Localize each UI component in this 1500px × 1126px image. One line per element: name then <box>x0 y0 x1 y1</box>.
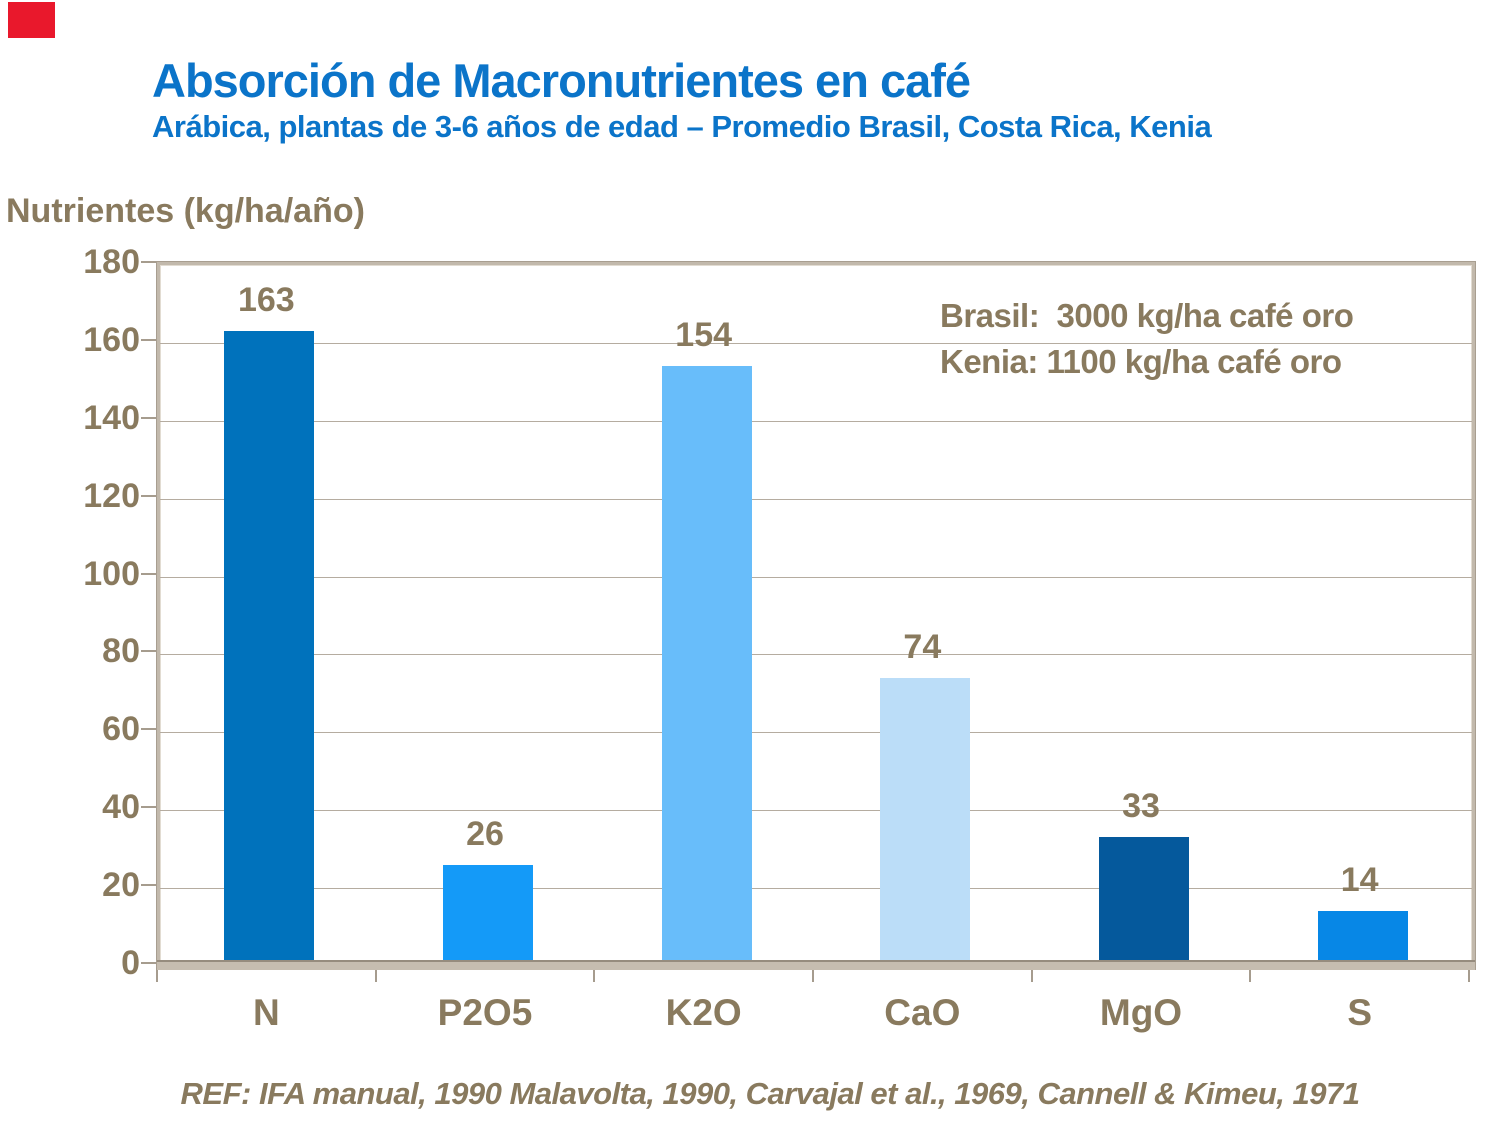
y-tick-120 <box>141 494 156 497</box>
bar-S <box>1317 911 1408 966</box>
gridline-120 <box>160 498 1472 500</box>
y-tick-80 <box>141 650 156 653</box>
category-label-P2O5: P2O5 <box>437 992 533 1033</box>
y-tick-label-120: 120 <box>83 476 140 515</box>
bar-MgO <box>1099 837 1189 966</box>
title-block: Absorción de Macronutrientes en café Ará… <box>152 54 1212 147</box>
y-tick-label-140: 140 <box>83 398 140 437</box>
category-label-S: S <box>1347 992 1372 1033</box>
y-tick-160 <box>141 338 156 341</box>
category-label-K2O: K2O <box>665 992 742 1033</box>
x-tick-4 <box>1030 967 1033 982</box>
y-tick-label-60: 60 <box>102 710 140 749</box>
bar-K2O <box>661 366 752 966</box>
y-tick-label-80: 80 <box>102 632 140 671</box>
gridline-160 <box>160 342 1472 344</box>
plot-area <box>157 262 1475 970</box>
x-tick-1 <box>374 967 377 982</box>
y-tick-label-180: 180 <box>83 243 140 281</box>
y-tick-label-100: 100 <box>83 554 140 593</box>
bar-CaO <box>880 677 971 966</box>
value-label-N: 163 <box>237 281 295 320</box>
annotation-line-brasil: Brasil: 3000 kg/ha café oro <box>940 297 1354 334</box>
value-label-K2O: 154 <box>675 316 733 355</box>
annotation-line-kenia: Kenia: 1100 kg/ha café oro <box>940 343 1342 380</box>
x-tick-0 <box>156 967 158 982</box>
gridline-20 <box>160 888 1472 890</box>
value-label-S: 14 <box>1340 861 1379 900</box>
y-tick-180 <box>141 261 156 263</box>
y-tick-140 <box>141 416 156 419</box>
value-label-P2O5: 26 <box>466 814 504 853</box>
x-tick-5 <box>1249 967 1252 982</box>
y-tick-40 <box>141 806 156 809</box>
gridline-60 <box>160 732 1472 734</box>
page-subtitle: Arábica, plantas de 3-6 años de edad – P… <box>152 109 1212 144</box>
bar-P2O5 <box>443 864 533 966</box>
y-tick-20 <box>141 884 156 887</box>
y-tick-0 <box>141 962 156 964</box>
y-tick-label-40: 40 <box>102 788 140 827</box>
y-axis-title: Nutrientes (kg/ha/año) <box>6 192 365 230</box>
x-axis-baseline <box>157 960 1475 970</box>
y-tick-label-20: 20 <box>102 866 140 905</box>
category-label-CaO: CaO <box>884 992 961 1033</box>
gridline-100 <box>160 576 1472 578</box>
reference-text: REF: IFA manual, 1990 Malavolta, 1990, C… <box>180 1076 1360 1111</box>
red-logo-mark <box>8 2 55 38</box>
category-label-N: N <box>252 992 280 1033</box>
gridline-40 <box>160 810 1472 812</box>
value-label-CaO: 74 <box>903 627 942 666</box>
x-tick-3 <box>812 967 814 982</box>
category-label-MgO: MgO <box>1099 992 1183 1033</box>
gridline-80 <box>160 654 1472 656</box>
page-title: Absorción de Macronutrientes en café <box>152 54 971 107</box>
x-tick-2 <box>593 967 596 982</box>
annotation-box: Brasil: 3000 kg/ha café oro Kenia: 1100 … <box>940 293 1354 385</box>
gridline-140 <box>160 420 1472 422</box>
y-tick-60 <box>141 728 156 731</box>
y-tick-label-0: 0 <box>121 944 140 982</box>
y-tick-label-160: 160 <box>83 320 140 359</box>
x-tick-6 <box>1468 967 1470 982</box>
bar-N <box>224 331 315 966</box>
value-label-MgO: 33 <box>1122 787 1160 826</box>
y-tick-100 <box>141 572 156 575</box>
